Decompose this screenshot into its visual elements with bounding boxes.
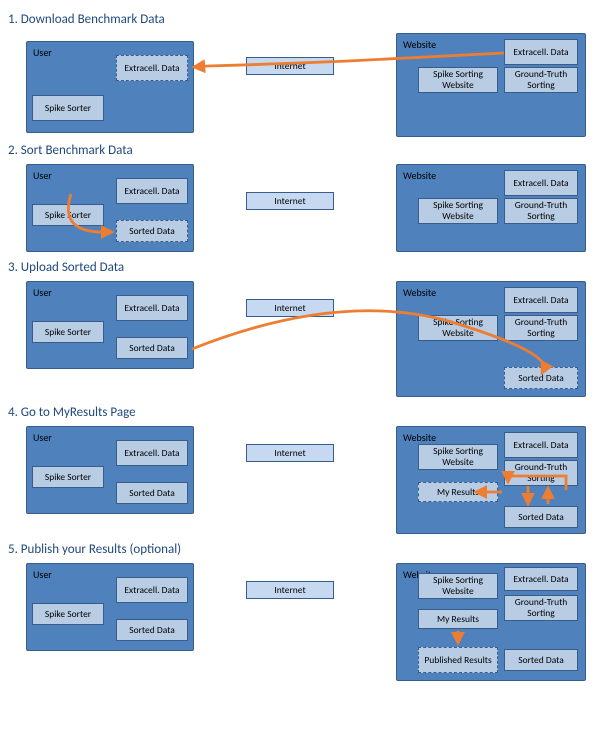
- website-panel-label: Website: [403, 169, 436, 182]
- ground-truth-box: Ground-Truth Sorting: [504, 595, 578, 621]
- step-row: UserWebsiteInternetExtracell. DataSpike …: [8, 164, 588, 254]
- spike-sorting-website-box: Spike Sorting Website: [418, 67, 498, 93]
- extracell-box: Extracell. Data: [116, 577, 188, 603]
- step-4: 4. Go to MyResults Page User Website Intern…: [8, 405, 592, 536]
- website-panel-label: Website: [403, 38, 436, 51]
- extracell-box: Extracell. Data: [504, 170, 578, 196]
- internet-box: Internet: [246, 57, 334, 75]
- internet-box: Internet: [246, 444, 334, 462]
- spike-sorter-box: Spike Sorter: [32, 321, 104, 343]
- step-1: 1. Download Benchmark Data User Website Int…: [8, 12, 592, 137]
- step-5: 5. Publish your Results (optional)UserWe…: [8, 542, 592, 683]
- step-row: UserWebsiteInternetExtracell. DataSpike …: [8, 281, 588, 399]
- internet-box: Internet: [246, 299, 334, 317]
- sorted-data-box: Sorted Data: [116, 619, 188, 641]
- extracell-box: Extracell. Data: [504, 567, 578, 591]
- extracell-box: Extracell. Data: [116, 440, 188, 466]
- step-title: 3. Upload Sorted Data: [8, 260, 592, 275]
- ground-truth-box: Ground-Truth Sorting: [504, 198, 578, 224]
- user-panel-label: User: [33, 169, 52, 182]
- user-panel-label: User: [33, 286, 52, 299]
- extracell-box: Extracell. Data: [504, 39, 578, 65]
- sorted-data-box: Sorted Data: [504, 367, 578, 389]
- step-row: UserWebsiteInternetExtracell. DataSpike …: [8, 426, 588, 536]
- extracell-box: Extracell. Data: [116, 295, 188, 321]
- ground-truth-box: Ground-Truth Sorting: [504, 460, 578, 486]
- spike-sorter-box: Spike Sorter: [32, 466, 104, 488]
- extracell-box: Extracell. Data: [116, 55, 188, 81]
- sorted-data-box: Sorted Data: [116, 220, 188, 242]
- sorted-data-box: Sorted Data: [504, 506, 578, 528]
- step-title: 5. Publish your Results (optional): [8, 542, 592, 557]
- extracell-box: Extracell. Data: [504, 432, 578, 458]
- extracell-box: Extracell. Data: [116, 178, 188, 204]
- internet-box: Internet: [246, 192, 334, 210]
- spike-sorter-box: Spike Sorter: [32, 95, 104, 121]
- sorted-data-box: Sorted Data: [504, 649, 578, 671]
- step-title: 2. Sort Benchmark Data: [8, 143, 592, 158]
- spike-sorter-box: Spike Sorter: [32, 603, 104, 625]
- website-panel-label: Website: [403, 431, 436, 444]
- ground-truth-box: Ground-Truth Sorting: [504, 315, 578, 341]
- sorted-data-box: Sorted Data: [116, 482, 188, 504]
- step-title: 1. Download Benchmark Data: [8, 12, 592, 27]
- user-panel-label: User: [33, 568, 52, 581]
- internet-box: Internet: [246, 581, 334, 599]
- user-panel-label: User: [33, 431, 52, 444]
- website-panel-label: Website: [403, 286, 436, 299]
- step-title: 4. Go to MyResults Page: [8, 405, 592, 420]
- step-row: UserWebsiteInternetExtracell. DataSpike …: [8, 563, 588, 683]
- spike-sorting-website-box: Spike Sorting Website: [418, 444, 498, 470]
- diagram-root: 1. Download Benchmark Data User Website Int…: [8, 12, 592, 683]
- spike-sorting-website-box: Spike Sorting Website: [418, 573, 498, 599]
- extracell-box: Extracell. Data: [504, 287, 578, 313]
- published-results-box: Published Results: [418, 647, 498, 673]
- step-3: 3. Upload Sorted Data User Website Internet…: [8, 260, 592, 399]
- my-results-box: My Results: [418, 482, 498, 502]
- my-results-box: My Results: [418, 609, 498, 629]
- step-row: UserWebsiteInternetExtracell. DataSpike …: [8, 33, 588, 137]
- user-panel-label: User: [33, 46, 52, 59]
- sorted-data-box: Sorted Data: [116, 337, 188, 359]
- step-2: 2. Sort Benchmark Data User Website Interne…: [8, 143, 592, 254]
- spike-sorting-website-box: Spike Sorting Website: [418, 198, 498, 224]
- spike-sorting-website-box: Spike Sorting Website: [418, 315, 498, 341]
- ground-truth-box: Ground-Truth Sorting: [504, 67, 578, 93]
- spike-sorter-box: Spike Sorter: [32, 204, 104, 226]
